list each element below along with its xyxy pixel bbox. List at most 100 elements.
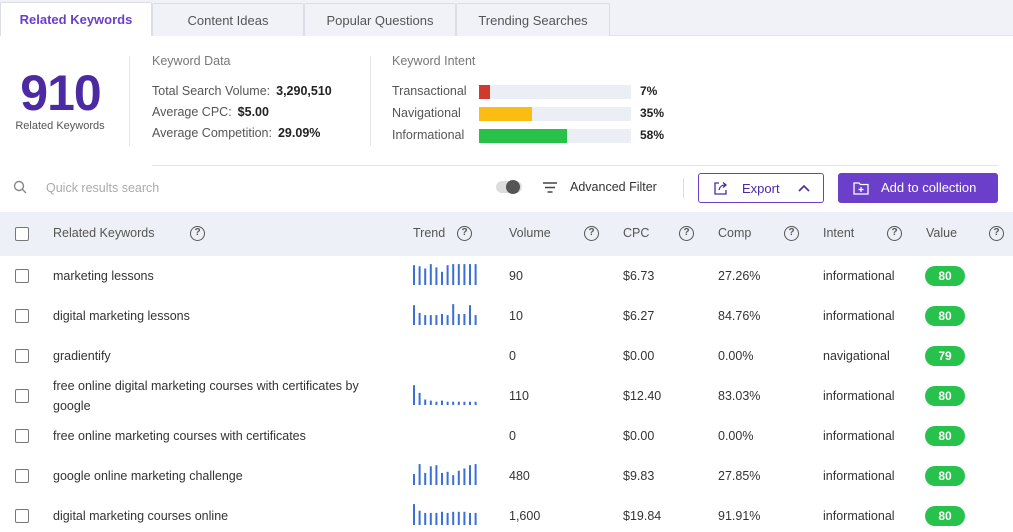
intent-cell: informational xyxy=(823,429,895,443)
help-icon[interactable]: ? xyxy=(784,226,799,241)
keyword-link[interactable]: free online digital marketing courses wi… xyxy=(53,379,359,413)
tab-popular-questions[interactable]: Popular Questions xyxy=(304,3,456,36)
intent-cell: informational xyxy=(823,269,895,283)
tab-related-keywords[interactable]: Related Keywords xyxy=(0,2,152,36)
help-icon[interactable]: ? xyxy=(190,226,205,241)
trend-bar xyxy=(441,472,443,485)
table-row[interactable]: gradientify 0 $0.00 0.00% navigational 79 xyxy=(0,336,1013,376)
comp-cell: 91.91% xyxy=(718,509,761,523)
intent-bar-track xyxy=(479,129,631,143)
help-icon[interactable]: ? xyxy=(887,226,902,241)
cpc-cell: $19.84 xyxy=(623,509,662,523)
trend-bar xyxy=(418,312,421,325)
row-checkbox[interactable] xyxy=(15,429,29,443)
trend-bar xyxy=(424,315,427,325)
trend-bar xyxy=(441,400,443,405)
tab-trending-searches[interactable]: Trending Searches xyxy=(456,3,610,36)
keyword-link[interactable]: digital marketing courses online xyxy=(53,509,229,523)
row-checkbox[interactable] xyxy=(15,469,29,483)
intent-percent-1: 35% xyxy=(640,106,665,120)
table-row[interactable]: digital marketing lessons 10 $6.27 84.76% in… xyxy=(0,296,1013,336)
comp-cell: 83.03% xyxy=(718,389,761,403)
tab-bar: Related Keywords Content Ideas Popular Q… xyxy=(0,0,1013,36)
table-row[interactable]: digital marketing courses online 1,600 $19… xyxy=(0,496,1013,532)
help-icon[interactable]: ? xyxy=(679,226,694,241)
trend-bar xyxy=(474,464,477,485)
keyword-link[interactable]: digital marketing lessons xyxy=(53,309,190,323)
row-checkbox[interactable] xyxy=(15,389,29,403)
table-row[interactable]: google online marketing challenge 480 $9.8… xyxy=(0,456,1013,496)
trend-bar xyxy=(474,264,477,285)
intent-cell: informational xyxy=(823,389,895,403)
average-cpc: Average CPC: $5.00 xyxy=(152,105,269,119)
keyword-link[interactable]: google online marketing challenge xyxy=(53,469,243,483)
trend-bar xyxy=(463,511,466,525)
intent-bar-fill xyxy=(479,107,533,121)
trend-bar xyxy=(429,466,432,485)
table-row[interactable]: free online digital marketing courses wi… xyxy=(0,376,1013,416)
export-button[interactable]: Export xyxy=(698,173,824,203)
toggle-switch[interactable] xyxy=(496,180,522,194)
row-checkbox[interactable] xyxy=(15,309,29,323)
help-icon[interactable]: ? xyxy=(457,226,472,241)
trend-chart xyxy=(413,304,477,325)
comp-cell: 27.26% xyxy=(718,269,761,283)
row-checkbox[interactable] xyxy=(15,349,29,363)
advanced-filter-button[interactable]: Advanced Filter xyxy=(570,180,657,194)
keyword-link[interactable]: gradientify xyxy=(53,349,111,363)
divider xyxy=(152,165,998,166)
volume-cell: 0 xyxy=(509,429,516,443)
table-row[interactable]: free online marketing courses with certi… xyxy=(0,416,1013,456)
trend-bar xyxy=(413,305,415,325)
trend-bar xyxy=(452,401,455,405)
folder-plus-icon xyxy=(853,182,869,195)
intent-bar-track xyxy=(479,85,631,99)
trend-bar xyxy=(463,401,466,405)
header-intent[interactable]: Intent xyxy=(823,226,855,240)
cpc-cell: $6.73 xyxy=(623,269,655,283)
trend-bar xyxy=(435,267,438,285)
trend-bar xyxy=(435,465,438,485)
header-volume[interactable]: Volume xyxy=(509,226,551,240)
header-comp[interactable]: Comp xyxy=(718,226,752,240)
quick-search-input[interactable] xyxy=(46,178,346,198)
filter-icon[interactable] xyxy=(543,182,557,193)
value-badge: 80 xyxy=(925,266,965,286)
trend-bar xyxy=(413,265,415,285)
keyword-link[interactable]: free online marketing courses with certi… xyxy=(53,429,306,443)
header-related-keywords[interactable]: Related Keywords xyxy=(53,226,155,240)
keyword-link[interactable]: marketing lessons xyxy=(53,269,154,283)
total-search-volume: Total Search Volume: 3,290,510 xyxy=(152,84,332,98)
keyword-data-title: Keyword Data xyxy=(152,54,231,68)
export-label: Export xyxy=(742,181,780,196)
total-search-volume-label: Total Search Volume: xyxy=(152,84,271,98)
value-badge: 80 xyxy=(925,386,965,406)
trend-bar xyxy=(429,315,432,325)
header-trend[interactable]: Trend xyxy=(413,226,446,240)
intent-bar-fill xyxy=(479,85,490,99)
add-to-collection-button[interactable]: Add to collection xyxy=(838,173,998,203)
trend-bar xyxy=(424,268,427,285)
value-badge: 80 xyxy=(925,506,965,526)
cpc-cell: $12.40 xyxy=(623,389,662,403)
average-cpc-label: Average CPC: xyxy=(152,105,232,119)
tab-content-ideas[interactable]: Content Ideas xyxy=(152,3,304,36)
trend-bar xyxy=(435,315,438,325)
row-checkbox[interactable] xyxy=(15,509,29,523)
comp-cell: 27.85% xyxy=(718,469,761,483)
intent-bar-track xyxy=(479,107,631,121)
select-all-checkbox[interactable] xyxy=(15,227,29,241)
table-row[interactable]: marketing lessons 90 $6.73 27.26% informatio… xyxy=(0,256,1013,296)
intent-cell: informational xyxy=(823,509,895,523)
trend-bar xyxy=(469,264,471,285)
intent-percent-2: 58% xyxy=(640,128,665,142)
table-header: Related Keywords ? Trend ? Volume ? CPC … xyxy=(0,212,1013,256)
row-checkbox[interactable] xyxy=(15,269,29,283)
header-cpc[interactable]: CPC xyxy=(623,226,650,240)
trend-bar xyxy=(474,315,477,325)
header-value[interactable]: Value xyxy=(926,226,958,240)
trend-bar xyxy=(429,264,432,285)
help-icon[interactable]: ? xyxy=(584,226,599,241)
intent-label-1: Navigational xyxy=(392,106,461,120)
help-icon[interactable]: ? xyxy=(989,226,1004,241)
